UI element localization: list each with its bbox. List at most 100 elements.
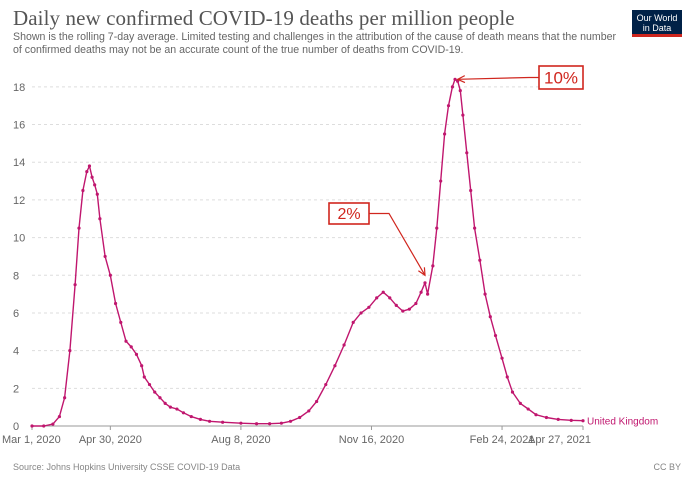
data-point [423,281,427,285]
data-point [42,424,46,428]
data-point [581,419,585,423]
data-point [158,396,162,400]
y-tick-label: 0 [13,421,19,433]
license-link[interactable]: CC BY [653,462,681,472]
data-point [57,414,62,419]
data-point [381,290,385,294]
arrow-head [456,75,466,84]
data-point [375,296,379,300]
data-point [298,415,302,420]
data-point [359,311,363,315]
data-point [544,415,549,420]
data-point [446,104,451,108]
data-point [426,292,430,296]
y-tick-label: 10 [13,233,25,245]
data-point [351,320,355,324]
data-point [307,409,311,413]
data-point [288,419,293,423]
annotation-0: 2% [328,202,426,277]
data-point [456,79,460,83]
page-title: Daily new confirmed COVID-19 deaths per … [13,6,515,30]
data-point [534,413,538,417]
data-point [87,164,92,168]
data-point [168,405,173,409]
data-point [221,420,225,424]
data-point [254,422,259,426]
y-tick-label: 4 [13,346,19,358]
annotation-box [328,202,370,225]
data-point [124,339,128,343]
annotation-arrow [457,76,539,80]
source-note: Source: Johns Hopkins University CSSE CO… [13,462,241,472]
data-point [419,290,423,294]
data-point [163,401,167,405]
annotation-label: 2% [337,206,360,223]
data-point [458,89,462,93]
chart-subtitle: Shown is the rolling 7-day average. Limi… [13,31,617,56]
data-point [68,349,72,353]
arrow-head [418,267,426,277]
data-point [315,399,319,404]
owid-logo[interactable]: Our World in Data [632,10,682,37]
data-point [450,85,455,89]
x-tick-label: Mar 1, 2020 [2,434,61,446]
x-tick-label: Apr 30, 2020 [79,434,142,446]
annotation-1: 10% [456,65,584,90]
x-tick-label: Apr 27, 2021 [528,434,591,446]
data-point [93,183,97,187]
data-point [181,411,186,415]
data-point [108,273,112,277]
data-point [414,301,418,306]
data-point [493,333,498,338]
data-point [140,364,144,368]
data-point [134,352,139,356]
data-point [63,396,67,400]
data-point [207,419,212,423]
data-point [469,188,473,193]
data-point [367,305,371,309]
data-point [442,132,447,136]
annotation-arrow [369,212,426,276]
logo-line-2: in Data [642,23,672,33]
data-point [113,301,118,306]
x-axis: Mar 1, 2020 Apr 30, 2020 Aug 8, 2020 Nov 16… [2,426,591,446]
y-axis: 0 2 4 6 8 10 12 14 16 18 [13,82,25,433]
data-point [435,226,439,230]
data-point [461,113,465,117]
annotation-label: 10% [544,68,578,87]
data-point [153,390,157,394]
data-point [98,217,102,221]
y-tick-label: 8 [13,270,19,282]
data-point [483,292,487,296]
data-point [129,345,133,349]
data-point [142,375,146,379]
y-tick-label: 14 [13,157,25,169]
data-point [51,422,55,426]
data-point [95,192,99,196]
data-point [401,309,405,313]
data-point [90,175,94,179]
data-point [453,77,457,81]
data-point [30,424,34,428]
data-point [103,254,107,259]
logo-line-1: Our World [636,13,678,23]
data-point [500,356,504,360]
gridlines [32,86,583,427]
data-point [439,179,443,183]
series-layer: United Kingdom [30,77,658,428]
data-point [85,170,89,174]
x-tick-label: Nov 16, 2020 [339,434,404,446]
data-point [518,401,522,405]
data-point [279,421,283,425]
y-tick-label: 16 [13,120,25,132]
annotations-layer: 2% 10% [328,65,584,277]
data-point [198,417,203,422]
data-point [268,422,272,426]
data-point [73,283,77,287]
data-point [394,303,398,308]
data-point [119,320,123,324]
data-point [465,151,469,155]
data-point [488,315,492,319]
data-point [510,390,515,394]
data-point [333,364,337,368]
